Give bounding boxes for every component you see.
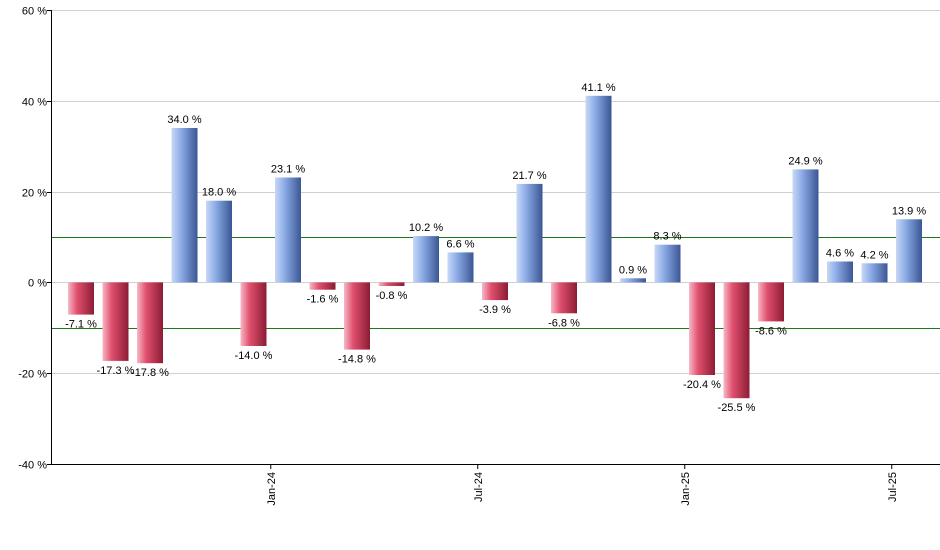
- bar: [792, 169, 819, 283]
- data-label: 13.9 %: [892, 205, 926, 217]
- data-label: 41.1 %: [581, 82, 615, 94]
- bar: [309, 282, 336, 290]
- y-tick-label: 0 %: [28, 278, 47, 290]
- bar: [620, 278, 646, 283]
- bar: [516, 183, 543, 283]
- bar: [344, 282, 370, 350]
- data-label: -20.4 %: [683, 379, 721, 391]
- data-label: 18.0 %: [202, 187, 236, 199]
- data-label: -6.8 %: [548, 317, 580, 329]
- bar: [827, 261, 853, 283]
- bar: [413, 236, 439, 283]
- bars: [68, 95, 922, 399]
- data-label: 6.6 %: [446, 238, 474, 250]
- bar: [240, 282, 267, 346]
- data-label: 10.2 %: [409, 222, 443, 234]
- bar: [482, 282, 508, 301]
- data-label: 0.9 %: [619, 264, 647, 276]
- bar: [378, 282, 405, 286]
- bar: [723, 282, 750, 399]
- data-label: 21.7 %: [512, 170, 546, 182]
- bar: [758, 282, 784, 322]
- bar: [137, 282, 163, 364]
- x-tick-label: Jan-25: [680, 472, 692, 506]
- x-tick-label: Jan-24: [266, 472, 278, 506]
- bar: [896, 219, 922, 283]
- data-label: -3.9 %: [479, 304, 511, 316]
- data-label: -7.1 %: [65, 319, 97, 331]
- x-tick-label: Jul-25: [887, 472, 899, 502]
- y-tick-label: 40 %: [22, 97, 47, 109]
- y-tick-label: -40 %: [18, 460, 47, 472]
- x-tick-label: Jul-24: [473, 472, 485, 502]
- bar: [68, 282, 94, 315]
- data-label: 34.0 %: [167, 114, 201, 126]
- axes: -40 % -20 % 0 % 20 % 40 % 60 % Jan-24 Jul-24 Jan…: [18, 6, 940, 506]
- bar: [206, 200, 232, 283]
- bar: [275, 177, 301, 283]
- reference-lines: [51, 237, 940, 329]
- bar: [861, 263, 888, 283]
- data-label: -8.6 %: [755, 325, 787, 337]
- data-label: -17.3 %: [97, 365, 135, 377]
- data-label: 24.9 %: [788, 155, 822, 167]
- bar: [689, 282, 715, 375]
- data-labels: -7.1 % -17.3 %-17.8 % 34.0 % 18.0 % -14.0 % 2…: [65, 82, 926, 414]
- data-label: -1.6 %: [307, 294, 339, 306]
- data-label: 8.3 %: [653, 231, 681, 243]
- bar: [654, 244, 681, 283]
- bar: [447, 252, 474, 283]
- bar: [551, 282, 577, 314]
- data-label: -14.0 %: [235, 350, 273, 362]
- bar: [585, 95, 612, 283]
- data-label: 23.1 %: [271, 164, 305, 176]
- data-label: -17.8 %: [131, 367, 169, 379]
- data-label: -0.8 %: [376, 290, 408, 302]
- y-tick-label: 20 %: [22, 188, 47, 200]
- data-label: -25.5 %: [718, 402, 756, 414]
- data-label: -14.8 %: [338, 354, 376, 366]
- bar: [171, 128, 198, 283]
- data-label: 4.2 %: [860, 249, 888, 261]
- y-tick-label: 60 %: [22, 6, 47, 18]
- data-label: 4.6 %: [826, 248, 854, 260]
- bar: [102, 282, 129, 361]
- y-tick-label: -20 %: [18, 369, 47, 381]
